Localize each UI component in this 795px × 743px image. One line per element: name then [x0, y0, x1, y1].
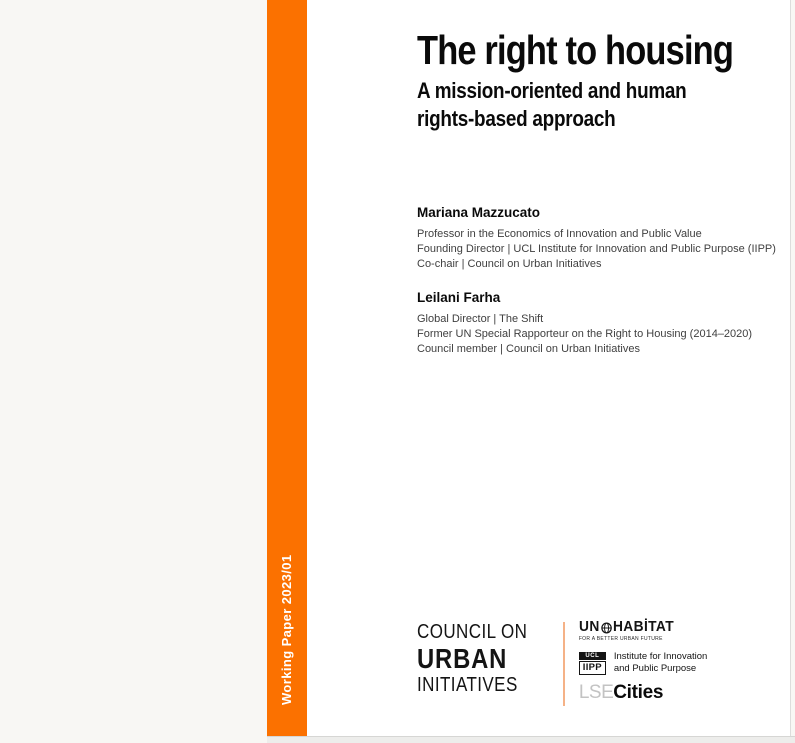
- cui-logo-line3: INITIATIVES: [417, 674, 518, 696]
- iipp-text-line1: Institute for Innovation: [613, 651, 708, 662]
- globe-icon: [600, 621, 612, 634]
- lse-text: LSE: [578, 682, 614, 703]
- document-page: Working Paper 2023/01 The right to housi…: [267, 0, 791, 736]
- partner-logos: UN HABİTAT FOR A BETTER URBAN FUTURE UCL…: [578, 619, 707, 703]
- author-leilani-farha: Leilani Farha Global Director | The Shif…: [417, 290, 778, 357]
- ucl-iipp-logo: UCL IIPP Institute for Innovation and Pu…: [578, 651, 707, 675]
- author-role-line: Co-chair | Council on Urban Initiatives: [417, 258, 602, 270]
- cui-logo-line2: URBAN: [417, 643, 508, 674]
- council-on-urban-initiatives-logo: COUNCIL ON URBAN INITIATIVES: [417, 620, 527, 697]
- logo-divider-line: [562, 622, 565, 706]
- iipp-text-line2: and Public Purpose: [613, 663, 697, 674]
- cover-content: The right to housing A mission-oriented …: [417, 0, 778, 357]
- spine-stripe: Working Paper 2023/01: [267, 0, 307, 736]
- page-title: The right to housing: [417, 27, 734, 73]
- ucl-badge: UCL: [578, 651, 606, 660]
- page-edge-strip: [267, 736, 795, 743]
- cities-text: Cities: [613, 682, 664, 703]
- author-role-line: Global Director | The Shift: [417, 313, 544, 325]
- author-role-line: Former UN Special Rapporteur on the Righ…: [417, 328, 753, 340]
- un-habitat-tagline: FOR A BETTER URBAN FUTURE: [578, 636, 663, 642]
- lse-cities-logo: LSECities: [579, 683, 707, 703]
- author-name: Leilani Farha: [417, 290, 501, 305]
- author-role-line: Council member | Council on Urban Initia…: [417, 343, 640, 355]
- author-mariana-mazzucato: Mariana Mazzucato Professor in the Econo…: [417, 205, 778, 272]
- iipp-badge: IIPP: [578, 660, 606, 675]
- un-habitat-logo: UN HABİTAT FOR A BETTER URBAN FUTURE: [578, 619, 707, 643]
- iipp-logo-text: Institute for Innovation and Public Purp…: [614, 651, 707, 675]
- author-role-line: Professor in the Economics of Innovation…: [417, 228, 702, 240]
- author-role-line: Founding Director | UCL Institute for In…: [417, 243, 776, 255]
- un-habitat-un-text: UN: [578, 619, 600, 635]
- author-name: Mariana Mazzucato: [417, 205, 541, 220]
- un-habitat-habitat-text: HABİTAT: [612, 619, 674, 635]
- spine-label: Working Paper 2023/01: [279, 554, 294, 705]
- footer-logos: COUNCIL ON URBAN INITIATIVES UN HABİTAT …: [417, 620, 707, 706]
- ucl-iipp-mark: UCL IIPP: [578, 651, 606, 675]
- page-subtitle: A mission-oriented and human rights-base…: [417, 78, 687, 131]
- cui-logo-line1: COUNCIL ON: [417, 621, 528, 643]
- authors-block: Mariana Mazzucato Professor in the Econo…: [417, 205, 778, 357]
